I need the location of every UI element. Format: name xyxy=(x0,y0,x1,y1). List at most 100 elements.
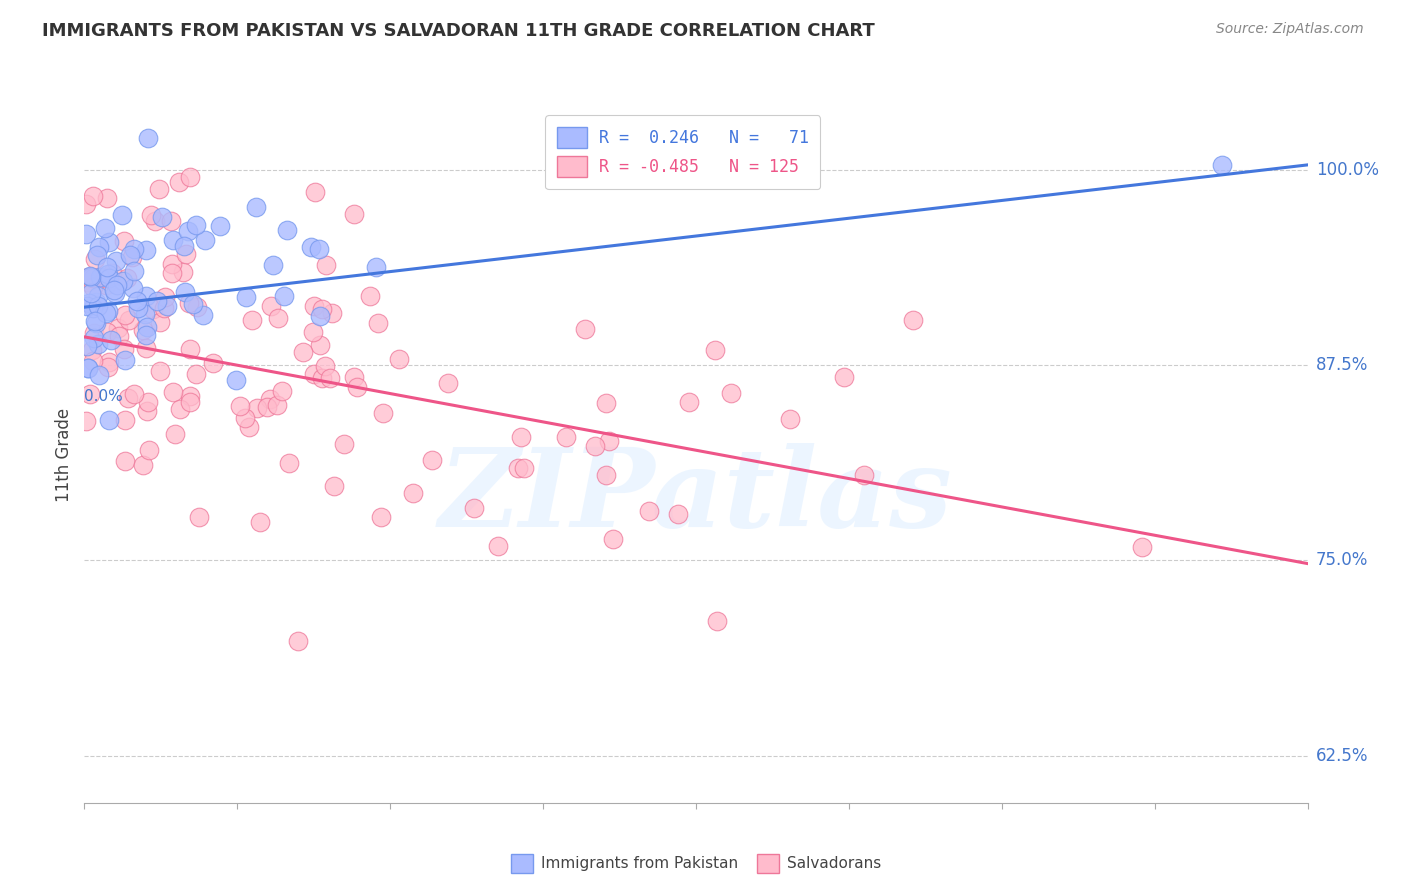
Point xyxy=(117,391,139,405)
Point xyxy=(187,510,209,524)
Point xyxy=(359,289,381,303)
Point xyxy=(304,299,326,313)
Point xyxy=(373,406,395,420)
Point xyxy=(100,334,122,348)
Point xyxy=(508,460,530,475)
Point xyxy=(136,395,159,409)
Point xyxy=(319,370,342,384)
Point xyxy=(104,254,127,268)
Point xyxy=(304,186,326,200)
Point xyxy=(169,175,191,189)
Point xyxy=(94,306,117,320)
Point xyxy=(104,286,127,301)
Point xyxy=(112,234,135,248)
Point xyxy=(162,384,184,399)
Point xyxy=(150,211,173,225)
Point xyxy=(163,426,186,441)
Point xyxy=(76,413,98,427)
Point xyxy=(153,301,176,315)
Point xyxy=(79,268,101,283)
Point xyxy=(162,233,184,247)
Point xyxy=(436,376,458,390)
Point xyxy=(321,306,343,320)
Point xyxy=(76,299,98,313)
Point xyxy=(420,453,443,467)
Point xyxy=(315,259,337,273)
Point xyxy=(136,131,159,145)
Point xyxy=(160,257,183,271)
Point xyxy=(84,252,107,267)
Point xyxy=(87,299,110,313)
Point xyxy=(127,301,149,315)
Point xyxy=(201,356,224,370)
Point xyxy=(240,313,263,327)
Point xyxy=(583,439,606,453)
Point xyxy=(97,271,120,285)
Point xyxy=(638,504,661,518)
Point xyxy=(173,285,195,300)
Point xyxy=(309,338,332,352)
Point xyxy=(853,467,876,482)
Point xyxy=(266,398,288,412)
Point xyxy=(96,267,118,281)
Point xyxy=(276,223,298,237)
Point xyxy=(149,315,172,329)
Point xyxy=(245,200,267,214)
Point xyxy=(193,233,215,247)
Point xyxy=(77,296,100,310)
Point xyxy=(666,507,689,521)
Point xyxy=(135,404,157,418)
Point xyxy=(77,269,100,284)
Point xyxy=(174,247,197,261)
Point xyxy=(87,368,110,383)
Point xyxy=(602,533,624,547)
Point xyxy=(94,278,117,293)
Point xyxy=(162,266,184,280)
Point xyxy=(1211,158,1233,172)
Point xyxy=(513,461,536,475)
Point xyxy=(238,420,260,434)
Point xyxy=(267,311,290,326)
Point xyxy=(131,458,153,472)
Point xyxy=(270,384,292,398)
Point xyxy=(114,308,136,322)
Legend: Immigrants from Pakistan, Salvadorans: Immigrants from Pakistan, Salvadorans xyxy=(505,847,887,879)
Point xyxy=(179,296,201,310)
Point xyxy=(75,227,97,241)
Point xyxy=(139,208,162,222)
Point xyxy=(278,456,301,470)
Point xyxy=(184,218,207,232)
Point xyxy=(122,264,145,278)
Point xyxy=(346,380,368,394)
Point xyxy=(1130,541,1153,555)
Point xyxy=(183,297,205,311)
Point xyxy=(75,197,97,211)
Point xyxy=(262,258,284,272)
Point xyxy=(84,295,107,310)
Point xyxy=(108,328,131,343)
Point xyxy=(148,181,170,195)
Text: 0.0%: 0.0% xyxy=(84,389,124,404)
Point xyxy=(93,220,115,235)
Point xyxy=(402,485,425,500)
Point xyxy=(273,289,295,303)
Point xyxy=(233,410,256,425)
Point xyxy=(554,430,576,444)
Point xyxy=(229,400,252,414)
Text: 87.5%: 87.5% xyxy=(1316,356,1368,374)
Point xyxy=(76,360,98,375)
Point xyxy=(370,509,392,524)
Point xyxy=(97,304,120,318)
Text: ZIPatlas: ZIPatlas xyxy=(439,443,953,550)
Point xyxy=(107,321,129,335)
Point xyxy=(98,413,121,427)
Point xyxy=(486,539,509,553)
Point xyxy=(208,219,231,233)
Point xyxy=(135,341,157,355)
Point xyxy=(595,395,617,409)
Point xyxy=(149,363,172,377)
Point xyxy=(124,242,146,256)
Point xyxy=(83,326,105,341)
Point xyxy=(249,515,271,529)
Point xyxy=(246,401,269,416)
